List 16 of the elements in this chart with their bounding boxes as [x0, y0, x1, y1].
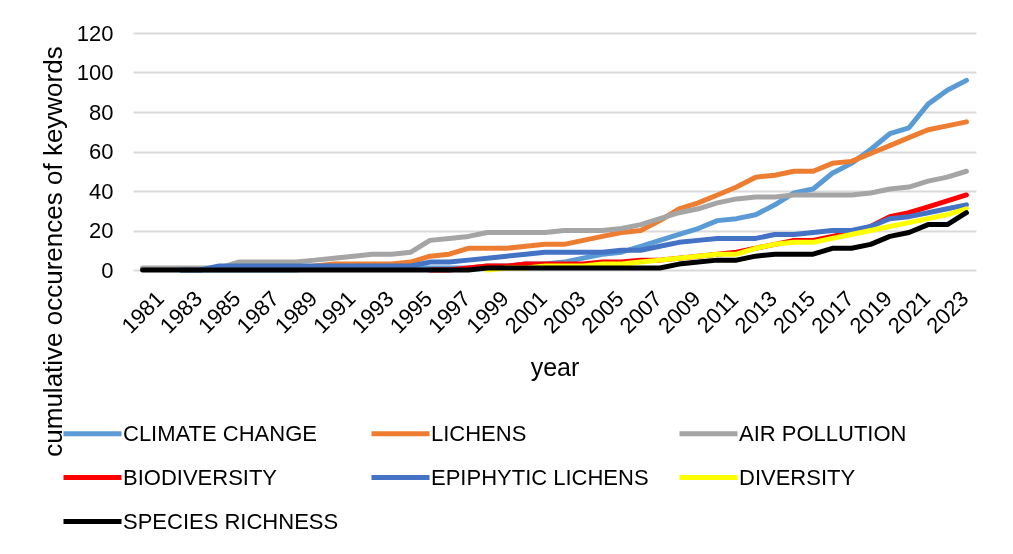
legend-label: BIODIVERSITY [123, 464, 278, 490]
y-tick-label: 120 [76, 20, 114, 46]
legend-label: LICHENS [431, 420, 527, 446]
y-tick-label: 100 [76, 60, 114, 85]
y-tick-label: 60 [89, 139, 114, 164]
legend-label: AIR POLLUTION [739, 420, 907, 446]
x-axis-title: year [530, 352, 580, 381]
legend-label: EPIPHYTIC LICHENS [431, 464, 649, 490]
legend-label: CLIMATE CHANGE [123, 420, 317, 446]
legend-label: SPECIES RICHNESS [123, 508, 339, 534]
y-tick-label: 80 [89, 99, 114, 125]
y-tick-label: 40 [89, 178, 114, 204]
y-axis-title: cumulative occurences of keywords [37, 46, 68, 457]
y-tick-label: 0 [101, 257, 114, 283]
y-tick-label: 20 [89, 218, 114, 243]
legend-label: DIVERSITY [739, 464, 856, 490]
